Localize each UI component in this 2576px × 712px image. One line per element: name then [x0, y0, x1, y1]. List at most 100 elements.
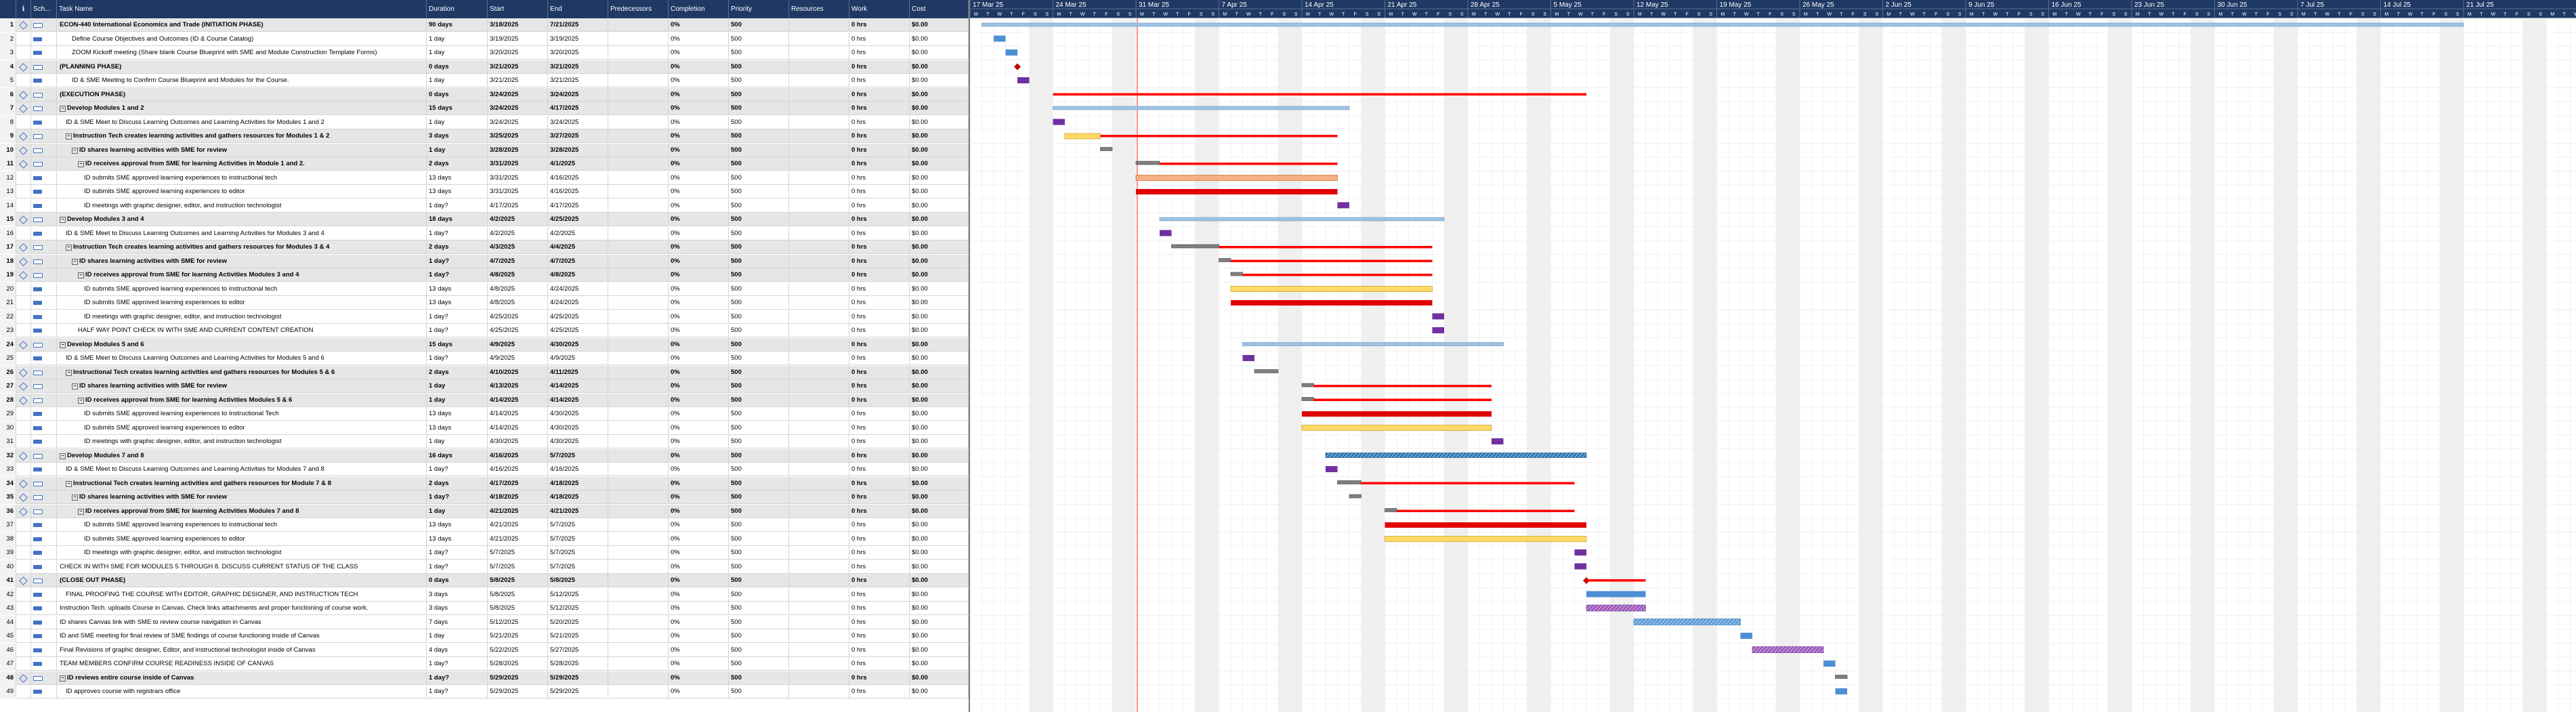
completion-cell[interactable]: 0%	[669, 282, 729, 296]
cost-cell[interactable]: $0.00	[910, 87, 969, 102]
task-id-cell[interactable]: 47	[0, 657, 16, 671]
work-cell[interactable]: 0 hrs	[849, 463, 910, 476]
task-mode-cell[interactable]	[31, 143, 57, 157]
end-cell[interactable]: 4/16/2025	[548, 463, 608, 476]
duration-cell[interactable]: 13 days	[427, 518, 488, 532]
completion-cell[interactable]: 0%	[669, 171, 729, 185]
task-mode-cell[interactable]	[31, 87, 57, 102]
task-mode-cell[interactable]	[31, 365, 57, 379]
col-header-end[interactable]: End	[548, 0, 608, 18]
duration-cell[interactable]: 1 day	[427, 115, 488, 129]
priority-cell[interactable]: 500	[729, 198, 789, 213]
info-cell[interactable]	[16, 198, 31, 213]
info-cell[interactable]	[16, 157, 31, 171]
resources-cell[interactable]	[789, 102, 849, 115]
info-cell[interactable]	[16, 60, 31, 74]
task-name-cell[interactable]: − ID shares learning activities with SME …	[57, 490, 427, 504]
task-row[interactable]: 2 Define Course Objectives and Outcomes (…	[0, 32, 969, 46]
predecessors-cell[interactable]	[608, 268, 669, 282]
completion-cell[interactable]: 0%	[669, 435, 729, 448]
critical-path-bar[interactable]	[1313, 385, 1492, 388]
duration-cell[interactable]: 15 days	[427, 102, 488, 115]
work-cell[interactable]: 0 hrs	[849, 296, 910, 310]
cost-cell[interactable]: $0.00	[910, 393, 969, 407]
end-cell[interactable]: 4/30/2025	[548, 407, 608, 421]
task-id-cell[interactable]: 2	[0, 32, 16, 46]
resources-cell[interactable]	[789, 32, 849, 46]
completion-cell[interactable]: 0%	[669, 546, 729, 560]
task-mode-cell[interactable]	[31, 60, 57, 74]
resources-cell[interactable]	[789, 587, 849, 602]
task-mode-cell[interactable]	[31, 296, 57, 310]
predecessors-cell[interactable]	[608, 213, 669, 226]
summary-bar[interactable]	[1835, 675, 1848, 679]
summary-bar[interactable]	[1171, 244, 1219, 249]
predecessors-cell[interactable]	[608, 102, 669, 115]
task-bar[interactable]	[1005, 49, 1018, 56]
info-cell[interactable]	[16, 46, 31, 60]
task-mode-cell[interactable]	[31, 115, 57, 129]
start-cell[interactable]: 4/8/2025	[488, 296, 548, 310]
duration-cell[interactable]: 7 days	[427, 615, 488, 629]
predecessors-cell[interactable]	[608, 476, 669, 490]
task-name-cell[interactable]: ZOOM Kickoff meeting (Share blank Course…	[57, 46, 427, 60]
duration-cell[interactable]: 13 days	[427, 171, 488, 185]
duration-cell[interactable]: 1 day?	[427, 254, 488, 268]
task-id-cell[interactable]: 30	[0, 421, 16, 435]
duration-cell[interactable]: 13 days	[427, 421, 488, 435]
resources-cell[interactable]	[789, 296, 849, 310]
predecessors-cell[interactable]	[608, 587, 669, 602]
end-cell[interactable]: 4/11/2025	[548, 365, 608, 379]
summary-bar[interactable]	[1100, 147, 1113, 151]
milestone-diamond[interactable]	[1014, 63, 1021, 70]
task-id-cell[interactable]: 40	[0, 560, 16, 574]
cost-cell[interactable]: $0.00	[910, 448, 969, 463]
priority-cell[interactable]: 500	[729, 310, 789, 324]
task-name-cell[interactable]: − ID shares learning activities with SME …	[57, 254, 427, 268]
info-cell[interactable]	[16, 518, 31, 532]
priority-cell[interactable]: 500	[729, 226, 789, 240]
end-cell[interactable]: 4/4/2025	[548, 240, 608, 254]
cost-cell[interactable]: $0.00	[910, 407, 969, 421]
task-id-cell[interactable]: 37	[0, 518, 16, 532]
work-cell[interactable]: 0 hrs	[849, 476, 910, 490]
task-mode-cell[interactable]	[31, 213, 57, 226]
duration-cell[interactable]: 2 days	[427, 476, 488, 490]
info-cell[interactable]	[16, 476, 31, 490]
task-id-cell[interactable]: 22	[0, 310, 16, 324]
priority-cell[interactable]: 500	[729, 129, 789, 143]
work-cell[interactable]: 0 hrs	[849, 518, 910, 532]
resources-cell[interactable]	[789, 463, 849, 476]
task-id-cell[interactable]: 5	[0, 74, 16, 87]
start-cell[interactable]: 3/21/2025	[488, 74, 548, 87]
task-name-cell[interactable]: (EXECUTION PHASE)	[57, 87, 427, 102]
priority-cell[interactable]: 500	[729, 365, 789, 379]
resources-cell[interactable]	[789, 213, 849, 226]
start-cell[interactable]: 3/19/2025	[488, 32, 548, 46]
task-bar[interactable]	[1385, 522, 1587, 528]
task-name-cell[interactable]: − ID receives approval from SME for learn…	[57, 393, 427, 407]
completion-cell[interactable]: 0%	[669, 643, 729, 657]
info-cell[interactable]	[16, 337, 31, 352]
predecessors-cell[interactable]	[608, 129, 669, 143]
task-row[interactable]: 14 ID meetings with graphic designer, edi…	[0, 198, 969, 213]
task-name-cell[interactable]: CHECK IN WITH SME FOR MODULES 5 THROUGH …	[57, 560, 427, 574]
start-cell[interactable]: 5/7/2025	[488, 546, 548, 560]
completion-cell[interactable]: 0%	[669, 574, 729, 587]
critical-path-bar[interactable]	[1231, 259, 1433, 263]
start-cell[interactable]: 3/20/2025	[488, 46, 548, 60]
work-cell[interactable]: 0 hrs	[849, 532, 910, 546]
cost-cell[interactable]: $0.00	[910, 476, 969, 490]
resources-cell[interactable]	[789, 268, 849, 282]
task-bar[interactable]	[1586, 591, 1646, 598]
completion-cell[interactable]: 0%	[669, 352, 729, 365]
priority-cell[interactable]: 500	[729, 296, 789, 310]
task-id-cell[interactable]: 31	[0, 435, 16, 448]
priority-cell[interactable]: 500	[729, 657, 789, 671]
task-id-cell[interactable]: 38	[0, 532, 16, 546]
task-name-cell[interactable]: ID meetings with graphic designer, edito…	[57, 435, 427, 448]
completion-cell[interactable]: 0%	[669, 587, 729, 602]
work-cell[interactable]: 0 hrs	[849, 102, 910, 115]
task-bar[interactable]	[1053, 119, 1065, 125]
task-row[interactable]: 32− Develop Modules 7 and 8 16 days 4/16/20…	[0, 448, 969, 463]
